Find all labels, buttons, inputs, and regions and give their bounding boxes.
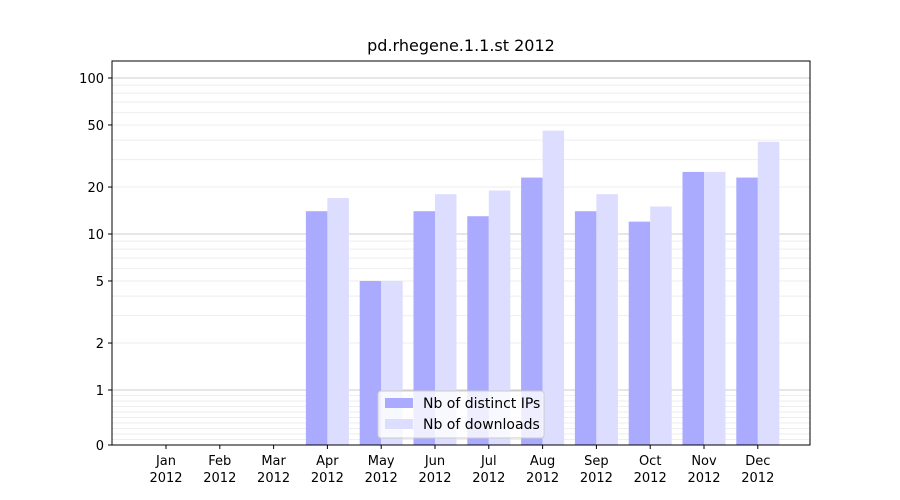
y-tick-label: 50 [87, 119, 104, 134]
x-tick-label-month: Jun [424, 454, 445, 469]
x-tick-label-year: 2012 [472, 471, 505, 486]
y-tick-label: 20 [87, 181, 104, 196]
x-tick-label-month: Mar [261, 454, 286, 469]
x-tick-label-month: Feb [208, 454, 231, 469]
x-tick-label-year: 2012 [741, 471, 774, 486]
y-tick-label: 2 [96, 337, 104, 352]
bar-distinct-ips [736, 177, 758, 445]
y-tick-label: 1 [96, 384, 104, 399]
x-tick-label-year: 2012 [203, 471, 236, 486]
legend-box [377, 390, 545, 439]
x-tick-label-month: Jan [155, 454, 176, 469]
bar-distinct-ips [413, 211, 435, 445]
bar-downloads [488, 190, 511, 445]
bar-distinct-ips [682, 171, 704, 445]
x-axis: Jan 2012 Feb 2012 Mar 2012 Apr 2012 May 2012 Jun 20… [149, 445, 774, 486]
x-tick-label-year: 2012 [149, 471, 182, 486]
x-tick-label-year: 2012 [311, 471, 344, 486]
y-tick-label: 5 [96, 275, 104, 290]
legend-swatch [385, 419, 413, 429]
plot-frame [111, 60, 811, 446]
legend: Nb of distinct IPs Nb of downloads [377, 390, 545, 439]
bar-downloads [704, 171, 726, 445]
y-axis: 0 1 2 5 10 20 50 100 [79, 72, 112, 454]
x-tick-label-month: Aug [530, 454, 555, 469]
bar-distinct-ips [305, 211, 328, 445]
bar-downloads [542, 130, 565, 445]
x-tick-label-year: 2012 [526, 471, 559, 486]
x-tick-label-month: Sep [584, 454, 609, 469]
bar-distinct-ips [359, 280, 382, 445]
x-tick-label-year: 2012 [634, 471, 667, 486]
x-tick-label-month: Jul [480, 454, 497, 469]
bar-downloads [327, 198, 349, 445]
chart-title: pd.rhegene.1.1.st 2012 [367, 36, 555, 55]
legend-label: Nb of downloads [423, 417, 540, 433]
y-tick-label: 10 [87, 228, 104, 243]
legend-label: Nb of distinct IPs [423, 396, 540, 412]
x-tick-label-year: 2012 [687, 471, 720, 486]
legend-swatch [385, 398, 413, 408]
bar-distinct-ips [574, 211, 597, 445]
bar-downloads [757, 141, 780, 445]
x-tick-label-month: May [368, 454, 395, 469]
bars [305, 130, 780, 445]
x-tick-label-month: Dec [745, 454, 770, 469]
x-tick-label-year: 2012 [418, 471, 451, 486]
bar-downloads [596, 194, 618, 445]
bar-downloads [435, 194, 457, 445]
y-tick-label: 0 [96, 439, 104, 454]
x-tick-label-month: Oct [639, 454, 661, 469]
x-tick-label-year: 2012 [365, 471, 398, 486]
bar-downloads [650, 206, 672, 445]
x-tick-label-year: 2012 [257, 471, 290, 486]
y-tick-label: 100 [79, 72, 104, 87]
x-tick-label-month: Nov [691, 454, 717, 469]
bar-distinct-ips [628, 221, 651, 445]
bar-distinct-ips [521, 177, 543, 445]
x-tick-label-year: 2012 [580, 471, 613, 486]
x-tick-label-month: Apr [316, 454, 339, 469]
bar-distinct-ips [467, 216, 489, 445]
